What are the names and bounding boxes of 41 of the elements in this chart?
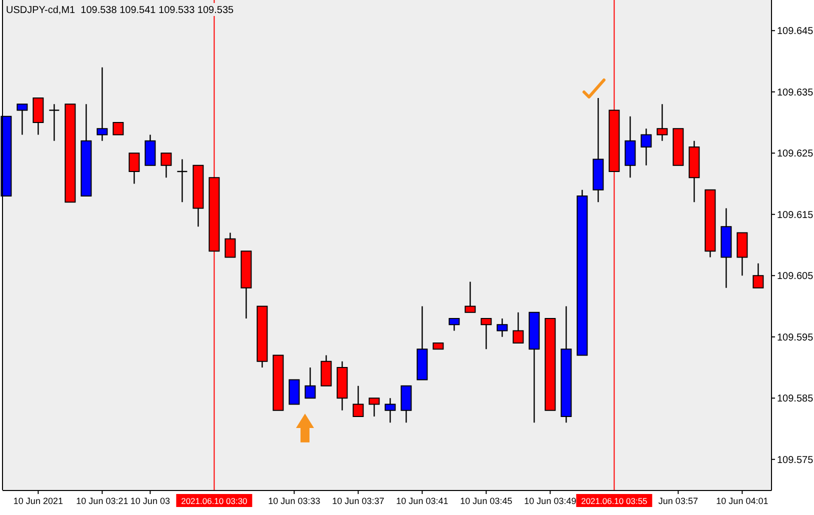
candlestick	[224, 232, 236, 258]
candlestick	[304, 366, 316, 399]
candlestick	[640, 128, 652, 166]
candlestick	[384, 398, 396, 424]
candlestick	[112, 122, 124, 136]
candlestick	[96, 66, 108, 142]
x-tick-label: 10 Jun 03:41	[396, 496, 448, 506]
candlestick	[16, 104, 28, 136]
y-tick-label: 109.615	[777, 210, 814, 221]
candlestick	[128, 152, 140, 184]
text: USDJPY-cd,M1 109.538 109.541 109.533 109.535	[6, 5, 234, 16]
y-tick-label: 109.625	[777, 148, 814, 160]
candlestick	[496, 318, 508, 338]
candlestick	[48, 104, 60, 142]
candlestick	[160, 152, 172, 178]
candlestick	[480, 318, 492, 350]
x-tick-label: Jun 03:57	[658, 496, 698, 506]
candlestick	[512, 312, 524, 344]
x-tick-label: 10 Jun 03	[130, 496, 170, 506]
x-tick-label: 2021.06.10 03:30	[181, 496, 248, 506]
candlestick	[464, 281, 476, 313]
y-tick-label: 109.595	[777, 332, 814, 344]
x-tick-label: 10 Jun 03:21	[76, 496, 128, 506]
candlestick	[752, 262, 764, 288]
y-tick-label: 109.635	[777, 87, 814, 98]
x-tick-label: 2021.06.10 03:55	[581, 496, 648, 506]
y-tick-label: 109.575	[777, 454, 814, 466]
candlestick	[656, 104, 668, 142]
x-tick-label: 10 Jun 03:33	[268, 496, 320, 506]
x-tick-label: 10 Jun 2021	[13, 496, 63, 506]
y-tick-label: 109.585	[777, 394, 814, 405]
x-tick-label: 10 Jun 03:49	[524, 496, 576, 506]
x-tick-label: 10 Jun 04:01	[716, 496, 768, 506]
x-tick-label: 10 Jun 03:45	[460, 496, 512, 506]
y-tick-label: 109.605	[777, 271, 814, 282]
candlestick	[176, 158, 188, 203]
y-tick-label: 109.645	[777, 26, 814, 38]
x-tick-label: 10 Jun 03:37	[332, 496, 384, 506]
candlestick	[368, 398, 380, 418]
candlestick	[352, 385, 364, 418]
candlestick	[448, 318, 460, 332]
